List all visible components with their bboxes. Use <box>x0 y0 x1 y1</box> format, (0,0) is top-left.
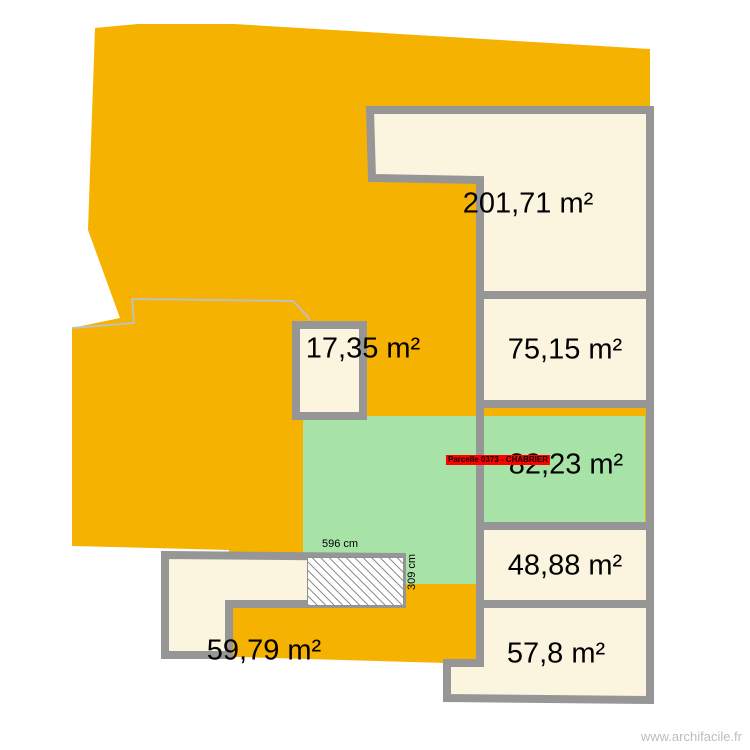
room-75-label: 75,15 m² <box>508 334 622 367</box>
watermark: www.archifacile.fr <box>641 729 742 744</box>
room-17-label: 17,35 m² <box>306 333 420 366</box>
room-201-label: 201,71 m² <box>463 188 594 221</box>
room-57-label: 57,8 m² <box>507 638 605 671</box>
hatched-area <box>307 557 404 606</box>
room-59-label: 59,79 m² <box>207 635 321 668</box>
floor-plan-canvas <box>0 0 750 750</box>
room-82-label: 82,23 m² <box>509 449 623 482</box>
parcel-label: Parcelle 0373 - CHABRIER <box>446 455 550 465</box>
room-48-label: 48,88 m² <box>508 550 622 583</box>
dim-309: 309 cm <box>406 554 418 590</box>
dim-596: 596 cm <box>322 538 358 550</box>
